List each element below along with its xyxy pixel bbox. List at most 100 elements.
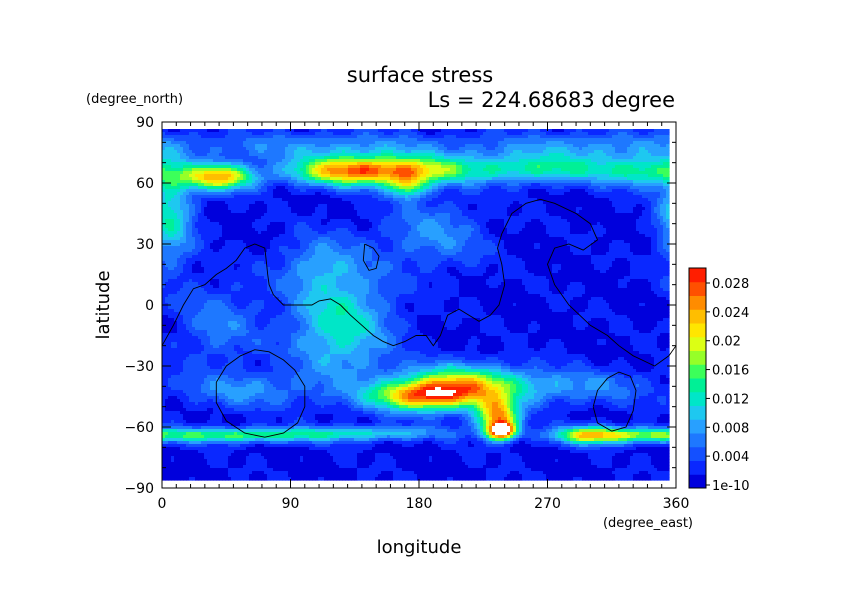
heatmap-cell bbox=[177, 420, 181, 424]
heatmap-cell bbox=[204, 306, 208, 310]
heatmap-cell bbox=[189, 402, 193, 406]
heatmap-cell bbox=[180, 453, 184, 457]
heatmap-cell bbox=[240, 447, 244, 451]
heatmap-cell bbox=[195, 129, 199, 133]
heatmap-cell bbox=[273, 135, 277, 139]
heatmap-cell bbox=[258, 138, 262, 142]
heatmap-cell bbox=[201, 219, 205, 223]
heatmap-cell bbox=[276, 327, 280, 331]
heatmap-cell bbox=[162, 231, 166, 235]
heatmap-cell bbox=[171, 249, 175, 253]
heatmap-cell bbox=[216, 162, 220, 166]
heatmap-cell bbox=[174, 204, 178, 208]
heatmap-cell bbox=[225, 426, 229, 430]
heatmap-cell bbox=[192, 288, 196, 292]
heatmap-cell bbox=[237, 273, 241, 277]
heatmap-cell bbox=[279, 429, 283, 433]
heatmap-cell bbox=[171, 342, 175, 346]
heatmap-cell bbox=[279, 477, 283, 481]
heatmap-cell bbox=[261, 339, 265, 343]
heatmap-cell bbox=[198, 198, 202, 202]
heatmap-cell bbox=[264, 405, 268, 409]
heatmap-cell bbox=[177, 462, 181, 466]
heatmap-cell bbox=[279, 279, 283, 283]
heatmap-cell bbox=[240, 132, 244, 136]
heatmap-cell bbox=[246, 294, 250, 298]
heatmap-cell bbox=[237, 378, 241, 382]
heatmap-cell bbox=[288, 330, 292, 334]
heatmap-cell bbox=[207, 333, 211, 337]
heatmap-cell bbox=[246, 474, 250, 478]
heatmap-cell bbox=[243, 342, 247, 346]
heatmap-cell bbox=[222, 276, 226, 280]
heatmap-cell bbox=[198, 303, 202, 307]
heatmap-cell bbox=[249, 141, 253, 145]
heatmap-cell bbox=[285, 312, 289, 316]
heatmap-cell bbox=[273, 321, 277, 325]
heatmap-cell bbox=[162, 375, 166, 379]
heatmap-cell bbox=[183, 156, 187, 160]
heatmap-cell bbox=[165, 198, 169, 202]
heatmap-cell bbox=[273, 363, 277, 367]
heatmap-cell bbox=[195, 147, 199, 151]
heatmap-cell bbox=[228, 252, 232, 256]
heatmap-cell bbox=[201, 309, 205, 313]
heatmap-cell bbox=[177, 459, 181, 463]
heatmap-cell bbox=[165, 219, 169, 223]
heatmap-cell bbox=[225, 396, 229, 400]
heatmap-cell bbox=[288, 141, 292, 145]
heatmap-cell bbox=[237, 177, 241, 181]
heatmap-cell bbox=[243, 267, 247, 271]
heatmap-cell bbox=[255, 471, 259, 475]
heatmap-cell bbox=[282, 450, 286, 454]
heatmap-cell bbox=[255, 237, 259, 241]
heatmap-cell bbox=[180, 141, 184, 145]
heatmap-cell bbox=[276, 168, 280, 172]
heatmap-cell bbox=[174, 153, 178, 157]
heatmap-cell bbox=[276, 186, 280, 190]
heatmap-cell bbox=[282, 291, 286, 295]
heatmap-cell bbox=[207, 471, 211, 475]
heatmap-cell bbox=[213, 339, 217, 343]
heatmap-cell bbox=[213, 369, 217, 373]
heatmap-cell bbox=[198, 213, 202, 217]
heatmap-cell bbox=[195, 186, 199, 190]
heatmap-cell bbox=[234, 417, 238, 421]
heatmap-cell bbox=[198, 216, 202, 220]
heatmap-cell bbox=[231, 429, 235, 433]
heatmap-cell bbox=[222, 204, 226, 208]
heatmap-cell bbox=[285, 207, 289, 211]
heatmap-cell bbox=[252, 411, 256, 415]
heatmap-cell bbox=[288, 204, 292, 208]
heatmap-cell bbox=[270, 138, 274, 142]
heatmap-cell bbox=[219, 168, 223, 172]
heatmap-cell bbox=[216, 399, 220, 403]
heatmap-cell bbox=[258, 165, 262, 169]
heatmap-cell bbox=[237, 429, 241, 433]
heatmap-cell bbox=[243, 435, 247, 439]
heatmap-cell bbox=[201, 162, 205, 166]
heatmap-cell bbox=[225, 390, 229, 394]
heatmap-cell bbox=[168, 345, 172, 349]
heatmap-cell bbox=[189, 192, 193, 196]
heatmap-cell bbox=[249, 267, 253, 271]
heatmap-cell bbox=[210, 462, 214, 466]
heatmap-cell bbox=[177, 429, 181, 433]
heatmap-cell bbox=[273, 285, 277, 289]
heatmap-cell bbox=[270, 156, 274, 160]
heatmap-cell bbox=[165, 477, 169, 481]
heatmap-cell bbox=[189, 144, 193, 148]
heatmap-cell bbox=[192, 282, 196, 286]
heatmap-cell bbox=[243, 261, 247, 265]
heatmap-cell bbox=[270, 351, 274, 355]
heatmap-cell bbox=[225, 138, 229, 142]
heatmap-cell bbox=[198, 435, 202, 439]
heatmap-cell bbox=[228, 321, 232, 325]
heatmap-cell bbox=[225, 405, 229, 409]
heatmap-cell bbox=[222, 321, 226, 325]
heatmap-cell bbox=[258, 258, 262, 262]
heatmap-cell bbox=[183, 225, 187, 229]
heatmap-cell bbox=[252, 153, 256, 157]
heatmap-cell bbox=[255, 174, 259, 178]
heatmap-cell bbox=[186, 186, 190, 190]
